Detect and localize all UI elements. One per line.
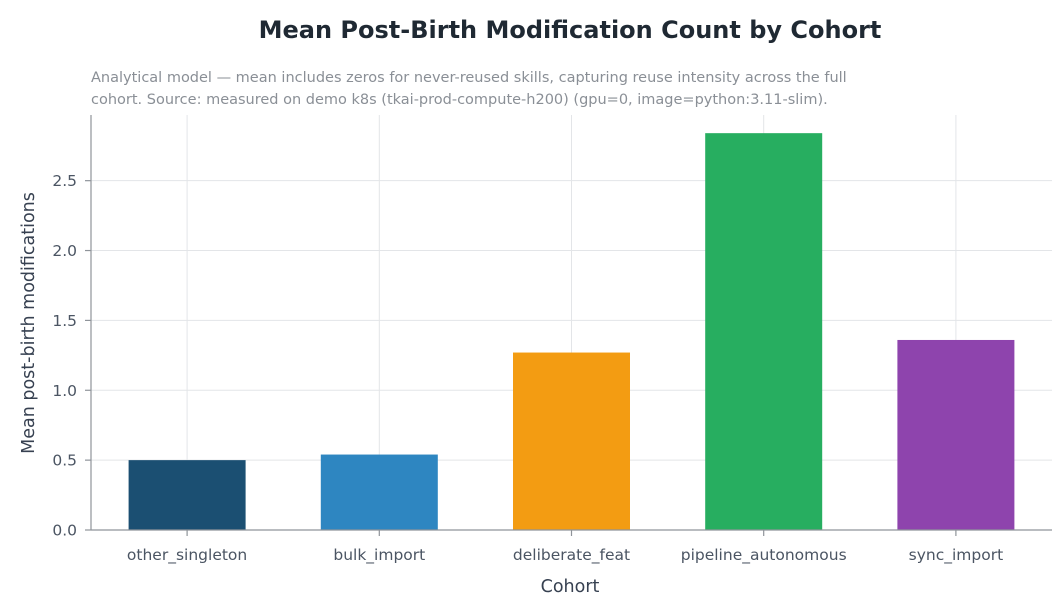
x-tick-label: sync_import [909, 546, 1004, 565]
bar-bulk_import [320, 454, 438, 530]
chart-subtitle-line-1: Analytical model — mean includes zeros f… [91, 70, 847, 86]
bar-sync_import [897, 339, 1015, 530]
bar-deliberate_feat [513, 352, 630, 530]
y-ticks: 0.0 0.5 1.0 1.5 2.0 2.5 [52, 172, 91, 540]
bars [128, 133, 1015, 530]
x-tick-label: other_singleton [127, 546, 247, 565]
chart-title: Mean Post-Birth Modification Count by Co… [259, 16, 882, 44]
y-tick-label: 2.5 [52, 172, 77, 190]
x-ticks: other_singleton bulk_import deliberate_fea… [127, 530, 1003, 565]
x-tick-label: bulk_import [333, 546, 425, 565]
y-axis-label: Mean post-birth modifications [19, 192, 39, 454]
x-tick-label: pipeline_autonomous [681, 546, 847, 565]
bar-pipeline_autonomous [705, 133, 823, 530]
chart-subtitle-line-2: cohort. Source: measured on demo k8s (tk… [91, 92, 828, 108]
y-tick-label: 0.0 [52, 522, 77, 540]
y-tick-label: 0.5 [52, 452, 77, 470]
x-axis-label: Cohort [541, 577, 600, 597]
y-tick-label: 2.0 [52, 242, 77, 260]
y-tick-label: 1.5 [52, 312, 77, 330]
x-tick-label: deliberate_feat [513, 546, 630, 565]
y-tick-label: 1.0 [52, 382, 77, 400]
bar-other_singleton [128, 460, 246, 530]
